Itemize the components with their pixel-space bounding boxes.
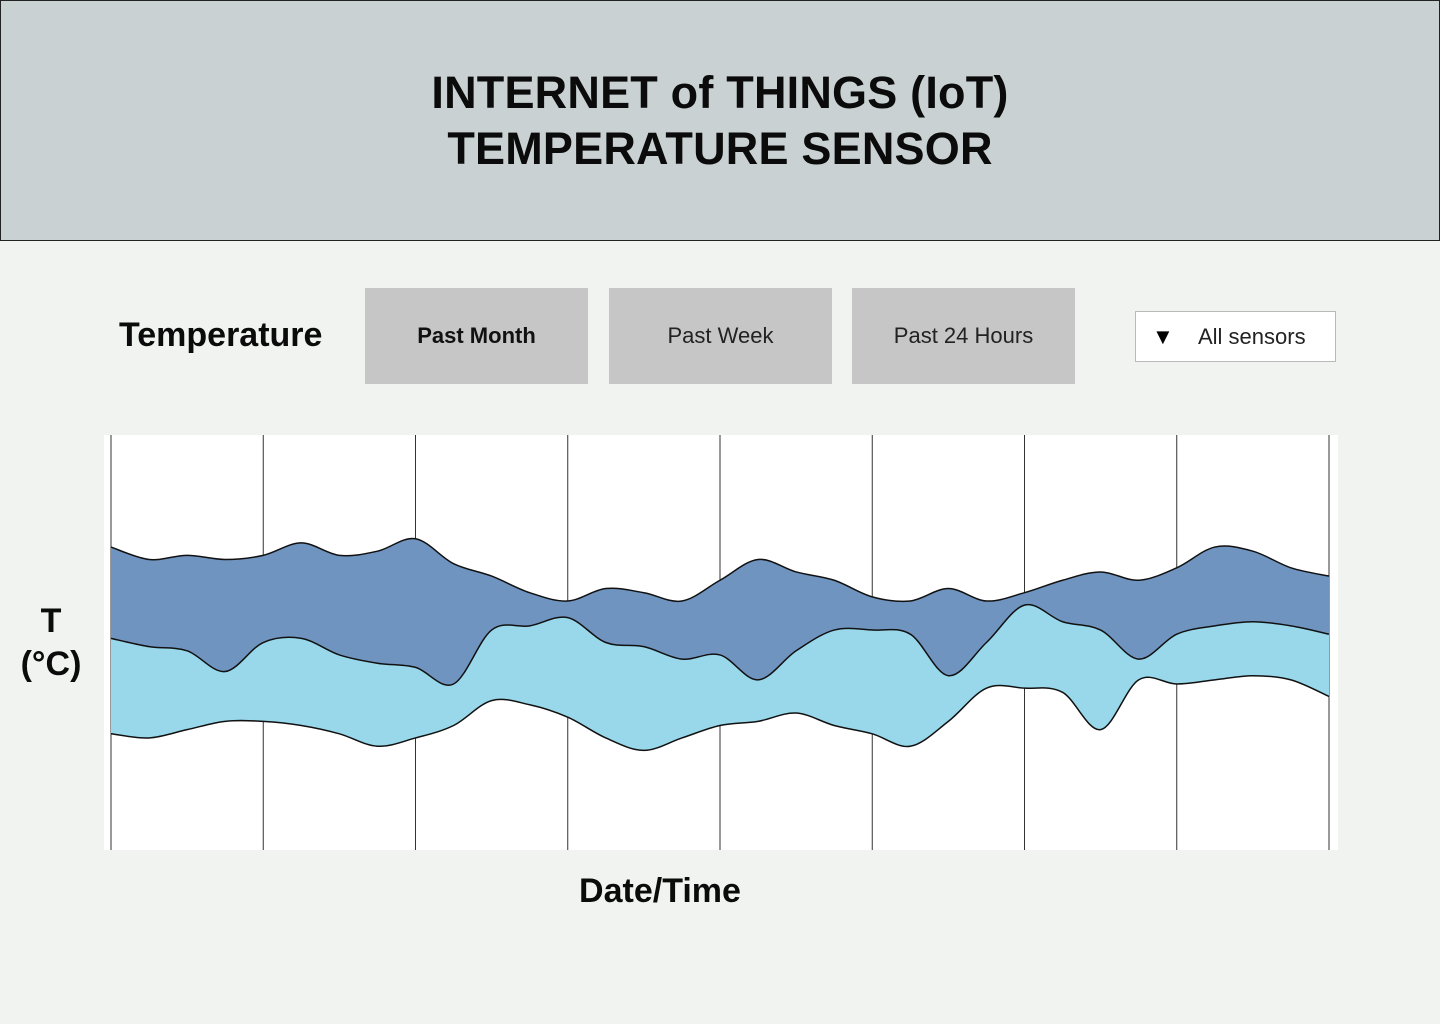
y-axis-label: T (°C) (0, 600, 102, 686)
area-lower-band (111, 604, 1329, 751)
chart-series (110, 537, 1330, 752)
tab-past-24-hours[interactable]: Past 24 Hours (852, 288, 1075, 384)
app-title-line-1: INTERNET of THINGS (IoT) (431, 66, 1009, 118)
dropdown-triangle-icon: ▼ (1152, 323, 1174, 349)
app-title-line-2: TEMPERATURE SENSOR (447, 122, 993, 174)
section-label-temperature: Temperature (119, 316, 323, 354)
sensor-select[interactable]: ▼ All sensors (1135, 311, 1336, 362)
temperature-chart (104, 435, 1338, 850)
x-axis-label: Date/Time (579, 872, 741, 910)
line-middle (110, 603, 1330, 686)
app-header: INTERNET of THINGS (IoT) TEMPERATURE SEN… (0, 0, 1440, 241)
tab-past-month[interactable]: Past Month (365, 288, 588, 384)
y-axis-label-line-1: T (40, 602, 62, 640)
area-upper-band (111, 538, 1329, 686)
line-top (110, 537, 1330, 603)
line-bottom (110, 674, 1330, 752)
tab-past-week[interactable]: Past Week (609, 288, 832, 384)
sensor-select-value: All sensors (1198, 323, 1306, 349)
y-axis-label-line-2: (°C) (20, 645, 82, 683)
